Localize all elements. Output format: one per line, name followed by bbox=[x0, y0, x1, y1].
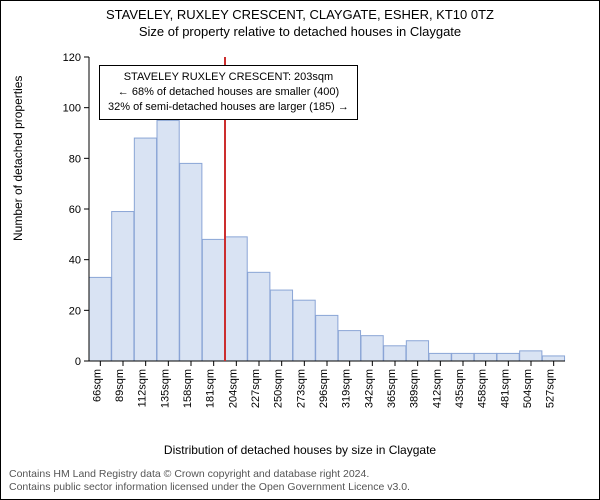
footer-text: Contains HM Land Registry data © Crown c… bbox=[9, 468, 410, 495]
annotation-line3: 32% of semi-detached houses are larger (… bbox=[108, 100, 349, 115]
svg-text:389sqm: 389sqm bbox=[409, 369, 421, 408]
svg-text:227sqm: 227sqm bbox=[250, 369, 262, 408]
svg-text:273sqm: 273sqm bbox=[295, 369, 307, 408]
svg-text:0: 0 bbox=[75, 356, 81, 368]
svg-text:181sqm: 181sqm bbox=[205, 369, 217, 408]
svg-text:504sqm: 504sqm bbox=[522, 369, 534, 408]
y-axis-label: Number of detached properties bbox=[11, 76, 25, 241]
svg-text:435sqm: 435sqm bbox=[454, 369, 466, 408]
svg-text:204sqm: 204sqm bbox=[227, 369, 239, 408]
svg-text:120: 120 bbox=[63, 52, 81, 64]
svg-text:296sqm: 296sqm bbox=[318, 369, 330, 408]
svg-text:458sqm: 458sqm bbox=[477, 369, 489, 408]
svg-text:100: 100 bbox=[63, 103, 81, 115]
svg-text:342sqm: 342sqm bbox=[363, 369, 375, 408]
annotation-box: STAVELEY RUXLEY CRESCENT: 203sqm ← 68% o… bbox=[99, 65, 358, 120]
svg-text:319sqm: 319sqm bbox=[341, 369, 353, 408]
svg-text:412sqm: 412sqm bbox=[431, 369, 443, 408]
svg-text:66sqm: 66sqm bbox=[91, 369, 103, 402]
svg-text:250sqm: 250sqm bbox=[273, 369, 285, 408]
title-sub: Size of property relative to detached ho… bbox=[1, 24, 599, 39]
svg-text:60: 60 bbox=[69, 204, 81, 216]
annotation-line2: ← 68% of detached houses are smaller (40… bbox=[108, 85, 349, 100]
x-axis-caption: Distribution of detached houses by size … bbox=[1, 443, 599, 457]
svg-text:481sqm: 481sqm bbox=[499, 369, 511, 408]
footer-line2: Contains public sector information licen… bbox=[9, 481, 410, 495]
svg-text:89sqm: 89sqm bbox=[114, 369, 126, 402]
annotation-line1: STAVELEY RUXLEY CRESCENT: 203sqm bbox=[108, 70, 349, 85]
svg-text:112sqm: 112sqm bbox=[137, 369, 149, 407]
svg-text:365sqm: 365sqm bbox=[386, 369, 398, 408]
svg-text:527sqm: 527sqm bbox=[545, 369, 557, 408]
svg-text:40: 40 bbox=[69, 255, 81, 267]
svg-text:80: 80 bbox=[69, 153, 81, 165]
svg-text:135sqm: 135sqm bbox=[159, 369, 171, 408]
title-main: STAVELEY, RUXLEY CRESCENT, CLAYGATE, ESH… bbox=[1, 7, 599, 22]
svg-text:158sqm: 158sqm bbox=[182, 369, 194, 408]
chart-container: STAVELEY, RUXLEY CRESCENT, CLAYGATE, ESH… bbox=[0, 0, 600, 500]
footer-line1: Contains HM Land Registry data © Crown c… bbox=[9, 468, 410, 482]
svg-text:20: 20 bbox=[69, 305, 81, 317]
